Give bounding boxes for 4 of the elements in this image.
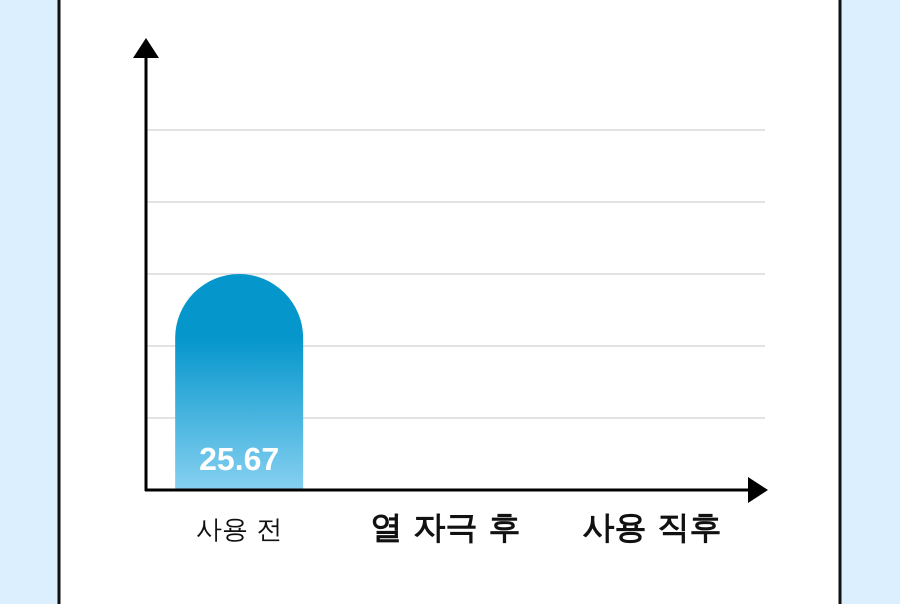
x-tick-label: 사용 직후: [582, 508, 722, 546]
x-tick-label: 사용 전: [196, 515, 282, 545]
data-label: 25.67: [199, 441, 280, 477]
x-tick-label: 열 자극 후: [370, 508, 521, 546]
